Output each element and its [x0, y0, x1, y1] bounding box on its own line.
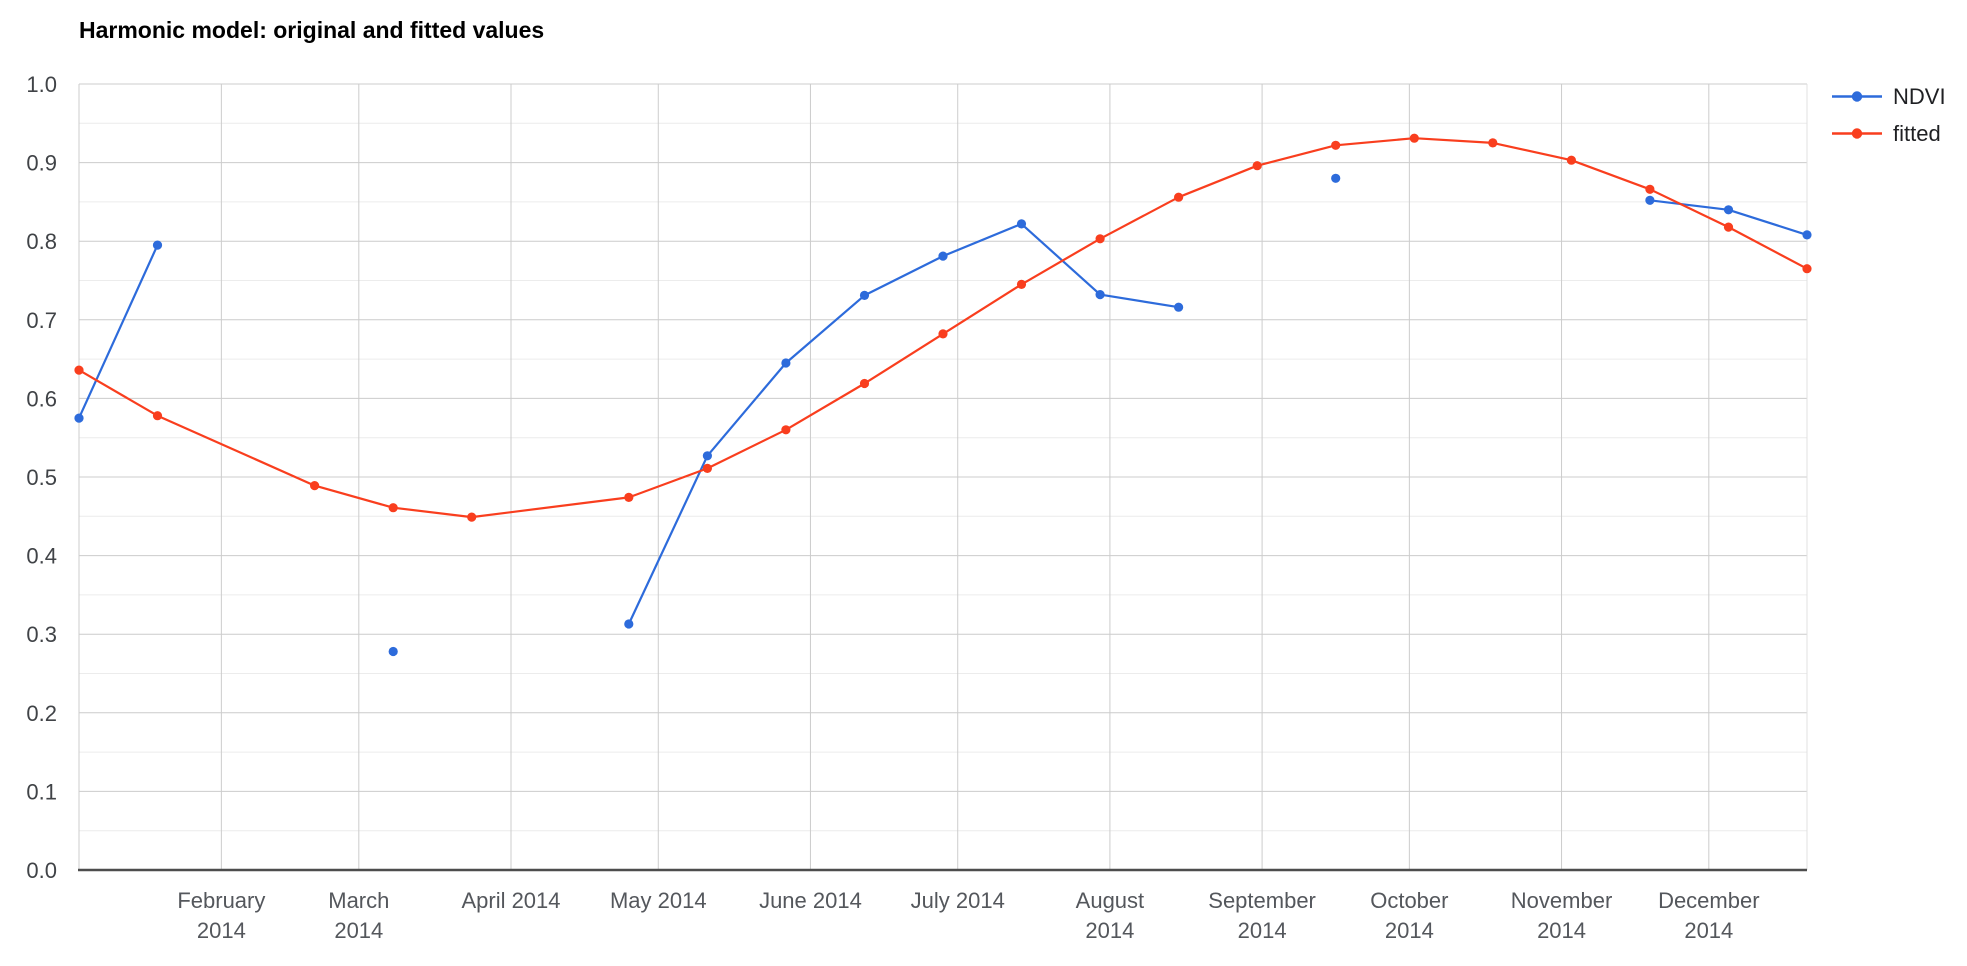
legend-item-fitted[interactable]: fitted [1831, 115, 1946, 152]
x-tick-label: May 2014 [610, 888, 707, 913]
major-gridlines [79, 83, 1807, 792]
y-tick-label: 0.3 [26, 622, 57, 647]
data-point-ndvi[interactable] [624, 619, 634, 629]
series-fitted-line[interactable] [77, 137, 1809, 519]
data-point-fitted[interactable] [859, 378, 870, 389]
data-point-fitted[interactable] [74, 365, 84, 375]
data-point-fitted[interactable] [1252, 161, 1262, 171]
x-tick-label: October [1370, 888, 1448, 913]
series-fitted-segment[interactable] [77, 137, 1809, 519]
vertical-gridlines [78, 84, 1808, 870]
legend-label-ndvi: NDVI [1893, 83, 1946, 109]
data-point-ndvi[interactable] [1802, 230, 1812, 240]
x-tick-label: 2014 [334, 918, 383, 943]
x-tick-label: March [328, 888, 389, 913]
y-tick-label: 1.0 [26, 72, 57, 97]
data-point-fitted[interactable] [1802, 264, 1812, 274]
y-tick-label: 0.4 [26, 544, 57, 569]
data-point-ndvi[interactable] [938, 251, 948, 261]
data-point-fitted[interactable] [1174, 192, 1184, 202]
data-point-ndvi[interactable] [781, 358, 791, 368]
x-tick-label: April 2014 [461, 888, 560, 913]
data-point-fitted[interactable] [624, 492, 634, 502]
data-point-fitted[interactable] [702, 463, 713, 473]
x-tick-label: July 2014 [911, 888, 1005, 913]
y-tick-label: 0.2 [26, 701, 57, 726]
data-point-ndvi[interactable] [1016, 219, 1027, 229]
series-ndvi-segment[interactable] [627, 222, 1180, 626]
y-axis-labels: 0.0 0.1 0.2 0.3 0.4 0.5 0.6 0.7 0.8 0.9 1.0 [26, 72, 57, 883]
data-point-ndvi[interactable] [1723, 205, 1734, 215]
ndvi-series-marker-icon [1832, 91, 1882, 102]
x-tick-label: November [1511, 888, 1612, 913]
y-tick-label: 0.8 [26, 229, 57, 254]
series-fitted-points [74, 133, 1812, 522]
x-tick-label: February [177, 888, 265, 913]
x-tick-label: August [1076, 888, 1145, 913]
x-axis-labels: February 2014 March 2014 April 2014 May 2014 J… [177, 888, 1759, 943]
data-point-ndvi[interactable] [702, 451, 713, 461]
data-point-fitted[interactable] [1723, 222, 1734, 232]
data-point-fitted[interactable] [467, 512, 477, 522]
x-tick-label: 2014 [1684, 918, 1733, 943]
x-tick-label: 2014 [1537, 918, 1586, 943]
legend-item-ndvi[interactable]: NDVI [1831, 78, 1946, 115]
fitted-series-marker-icon [1832, 128, 1882, 139]
y-tick-label: 0.9 [26, 151, 57, 176]
y-tick-label: 0.5 [26, 465, 57, 490]
y-tick-label: 0.1 [26, 779, 57, 804]
data-point-ndvi[interactable] [1174, 302, 1184, 312]
y-tick-label: 0.7 [26, 308, 57, 333]
data-point-fitted[interactable] [938, 329, 948, 339]
x-tick-label: 2014 [1238, 918, 1287, 943]
x-tick-label: December [1658, 888, 1759, 913]
data-point-ndvi[interactable] [1331, 173, 1341, 183]
series-ndvi-points [74, 173, 1812, 657]
data-point-ndvi[interactable] [859, 290, 870, 300]
chart-title: Harmonic model: original and fitted valu… [79, 17, 545, 43]
data-point-fitted[interactable] [1331, 140, 1341, 150]
x-tick-label: June 2014 [759, 888, 862, 913]
minor-gridlines [79, 122, 1807, 832]
legend-label-fitted: fitted [1893, 120, 1941, 146]
data-point-fitted[interactable] [1016, 279, 1027, 289]
data-point-ndvi[interactable] [1095, 290, 1105, 300]
data-point-ndvi[interactable] [388, 646, 398, 657]
data-point-ndvi[interactable] [74, 413, 84, 423]
data-point-fitted[interactable] [781, 425, 791, 435]
x-tick-label: 2014 [1385, 918, 1434, 943]
data-point-fitted[interactable] [1409, 133, 1419, 143]
y-tick-label: 0.0 [26, 858, 57, 883]
chart-legend: NDVI fitted [1831, 78, 1946, 152]
data-point-fitted[interactable] [310, 481, 320, 491]
data-point-fitted[interactable] [152, 411, 163, 421]
x-tick-label: 2014 [197, 918, 246, 943]
data-point-fitted[interactable] [388, 503, 398, 513]
series-ndvi-line[interactable] [77, 199, 1809, 626]
y-tick-label: 0.6 [26, 386, 57, 411]
data-point-fitted[interactable] [1645, 184, 1655, 194]
series-ndvi-segment[interactable] [77, 244, 159, 420]
data-point-ndvi[interactable] [1645, 195, 1655, 205]
data-point-fitted[interactable] [1566, 155, 1576, 165]
data-point-fitted[interactable] [1488, 138, 1498, 148]
data-point-ndvi[interactable] [152, 240, 163, 250]
x-tick-label: September [1208, 888, 1316, 913]
data-point-fitted[interactable] [1095, 234, 1105, 244]
x-tick-label: 2014 [1085, 918, 1134, 943]
